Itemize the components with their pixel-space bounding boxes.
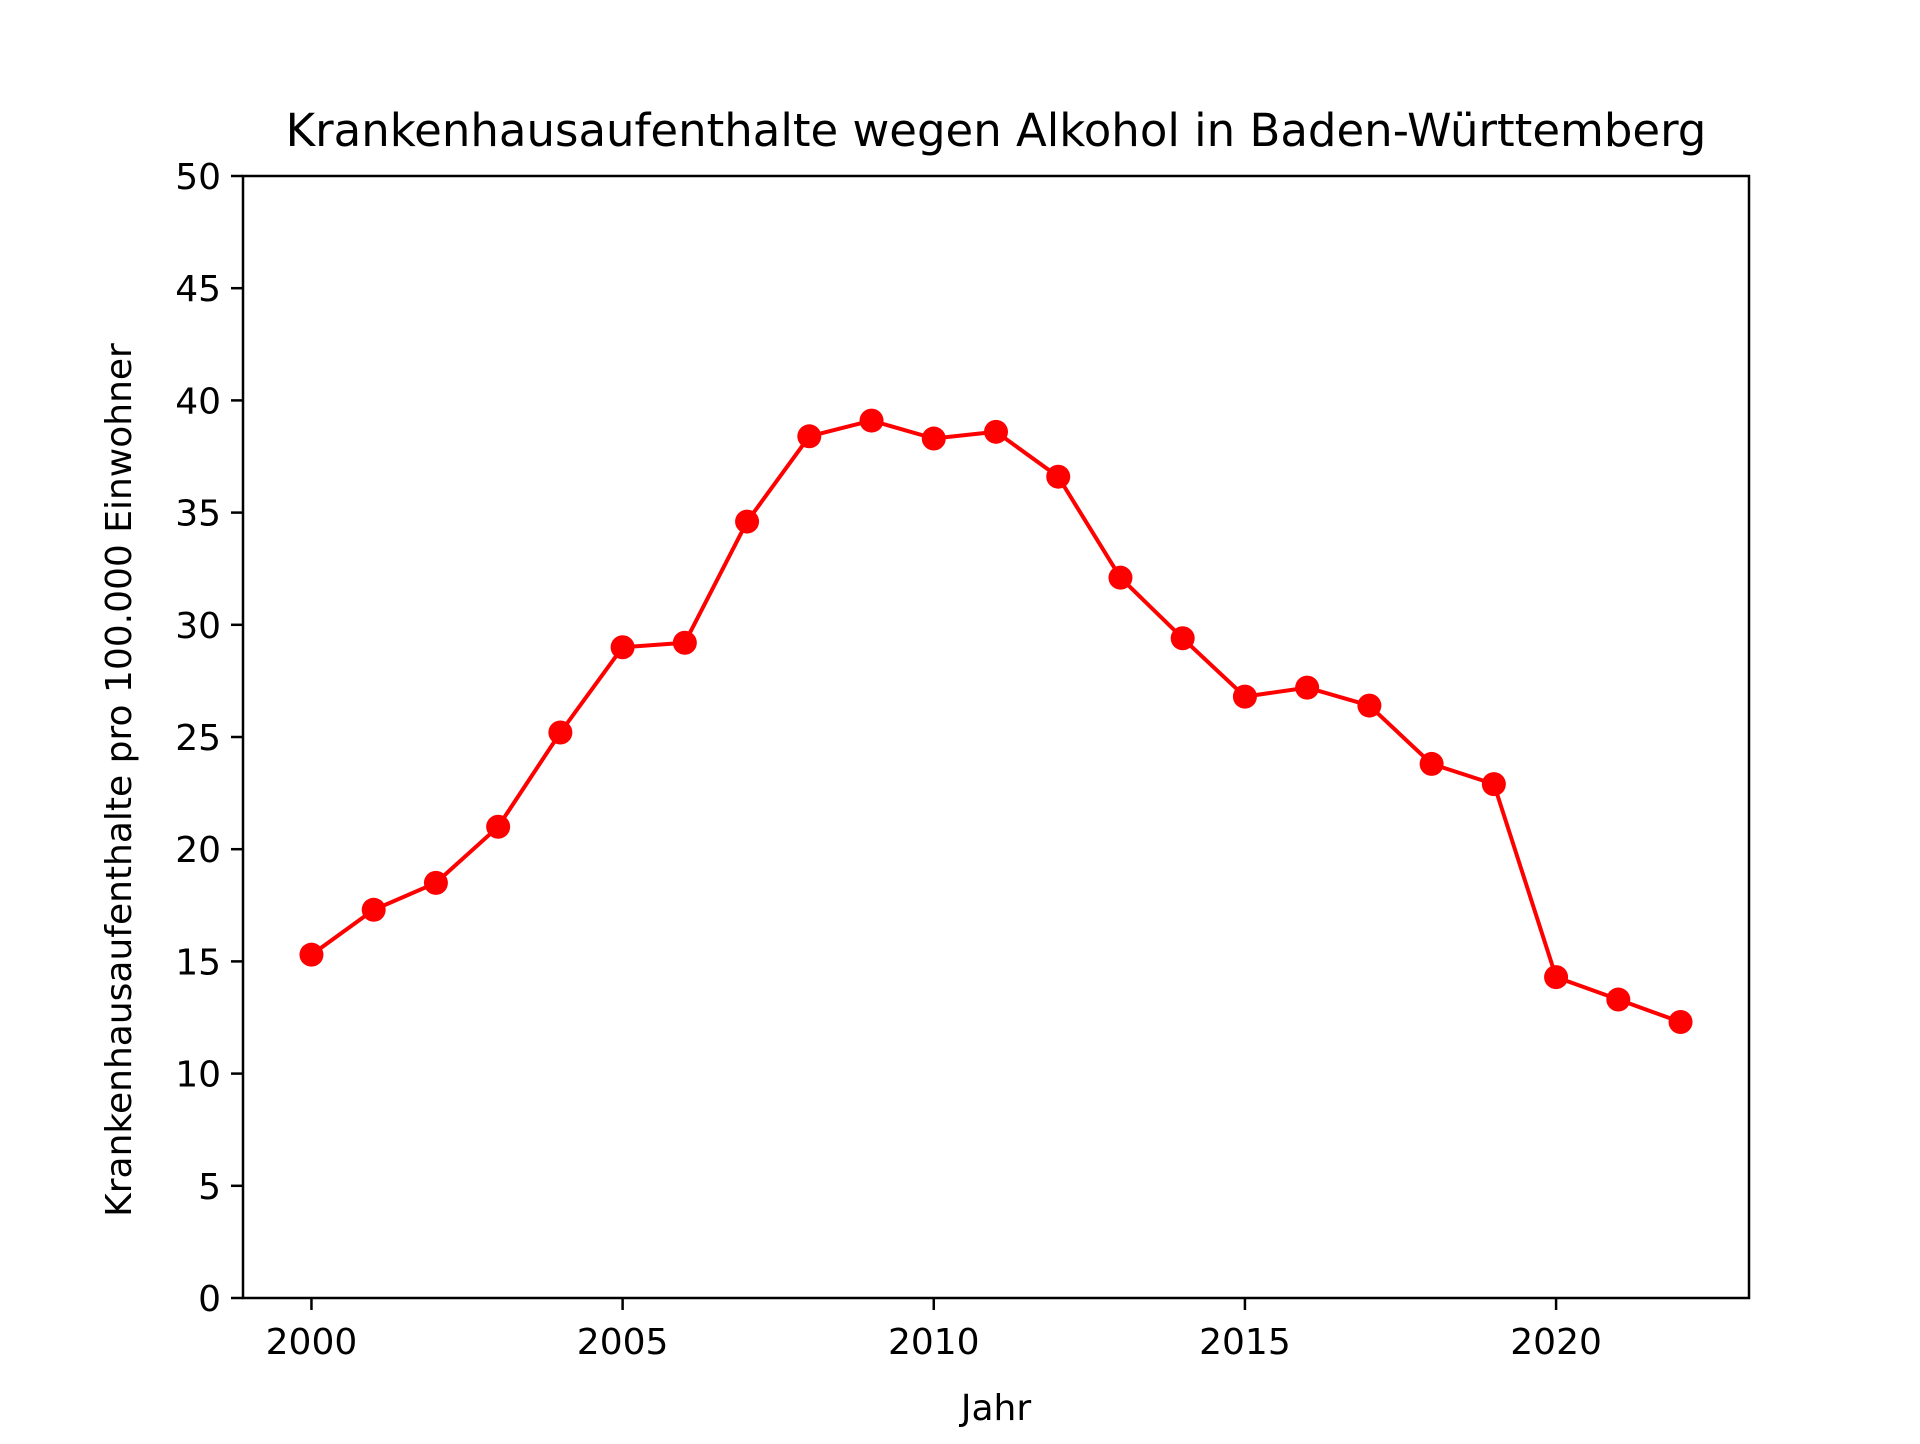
data-point [548,720,573,745]
y-tick-label: 30 [175,606,221,647]
data-point [1357,693,1382,718]
data-point [1170,626,1195,651]
series-layer [299,408,1693,1034]
y-tick-label: 0 [198,1279,221,1320]
data-point [486,814,511,839]
data-point [735,509,760,534]
x-tick-label: 2000 [266,1322,358,1363]
data-point [1481,772,1506,797]
y-tick-label: 35 [175,494,221,535]
y-tick-label: 5 [198,1167,221,1208]
x-tick-label: 2010 [888,1322,980,1363]
data-point [1419,751,1444,776]
x-tick-label: 2020 [1510,1322,1602,1363]
chart-title: Krankenhausaufenthalte wegen Alkohol in … [286,104,1707,157]
y-tick-label: 25 [175,718,221,759]
y-tick-label: 10 [175,1055,221,1096]
x-axis: 2000 2005 2010 2015 2020 [266,1298,1602,1363]
data-point [984,419,1008,444]
data-point [423,870,448,895]
y-axis: 0 5 10 15 20 25 30 35 40 45 50 [175,157,243,1320]
data-point [1108,565,1133,590]
y-tick-label: 15 [175,942,221,983]
data-point [1232,684,1257,709]
data-point [1668,1009,1693,1034]
y-tick-label: 45 [175,269,221,310]
data-point [1295,675,1320,700]
y-tick-label: 50 [175,157,221,198]
x-tick-label: 2005 [577,1322,669,1363]
data-point [921,426,946,451]
data-point [1046,464,1071,489]
plot-area-frame [241,174,1751,1300]
y-axis-label: Krankenhausaufenthalte pro 100.000 Einwo… [99,343,140,1217]
data-point [610,635,635,660]
data-point [1606,987,1631,1012]
y-tick-label: 40 [175,381,221,422]
y-tick-label: 20 [175,830,221,871]
data-point [1544,965,1569,990]
x-tick-label: 2015 [1199,1322,1291,1363]
data-point [672,630,697,655]
x-axis-label: Jahr [959,1388,1031,1429]
data-point [361,897,386,922]
data-point [859,408,884,433]
data-point [299,942,324,967]
data-point [797,424,822,449]
